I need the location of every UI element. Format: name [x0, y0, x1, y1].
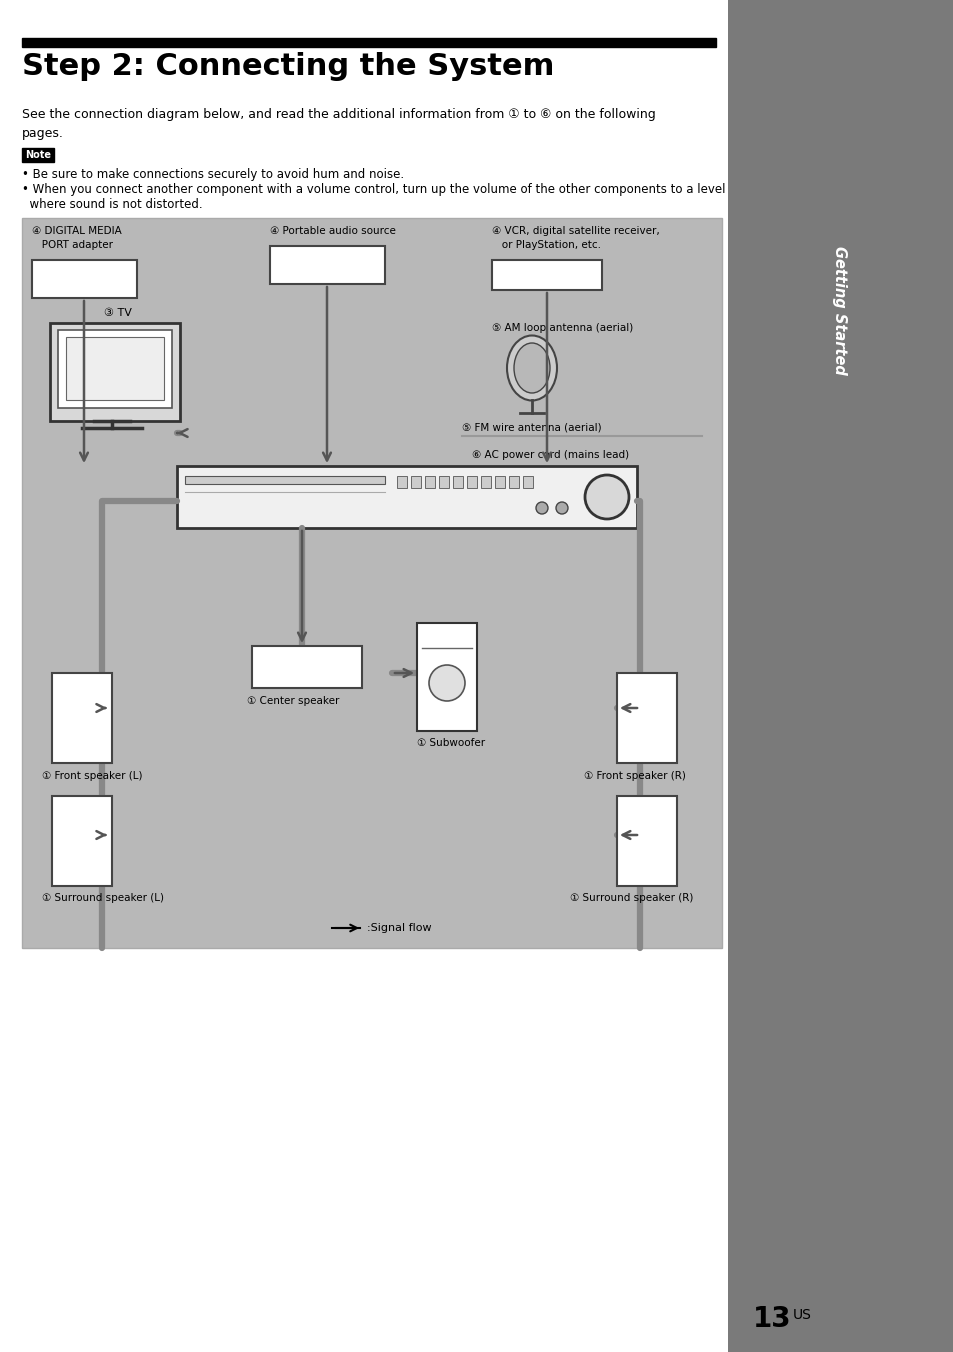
Text: pages.: pages. — [22, 127, 64, 141]
Bar — [32, 260, 137, 297]
Bar — [185, 476, 385, 484]
Bar — [467, 476, 476, 488]
Text: ① Surround speaker (L): ① Surround speaker (L) — [42, 894, 164, 903]
Bar — [617, 673, 677, 763]
Bar — [492, 260, 601, 289]
Bar — [22, 218, 721, 948]
Bar — [396, 476, 407, 488]
Text: ⑤ FM wire antenna (aerial): ⑤ FM wire antenna (aerial) — [461, 423, 601, 433]
Text: ① Front speaker (R): ① Front speaker (R) — [583, 771, 685, 781]
Circle shape — [556, 502, 567, 514]
Text: Note: Note — [25, 150, 51, 160]
Bar — [509, 476, 518, 488]
Bar — [617, 796, 677, 886]
Text: Getting Started: Getting Started — [832, 246, 846, 375]
Circle shape — [429, 665, 464, 700]
Text: • Be sure to make connections securely to avoid hum and noise.: • Be sure to make connections securely t… — [22, 168, 404, 181]
Circle shape — [584, 475, 628, 519]
Text: US: US — [792, 1307, 811, 1322]
Bar — [453, 476, 462, 488]
Text: ① Surround speaker (R): ① Surround speaker (R) — [569, 894, 693, 903]
Bar — [22, 147, 54, 162]
Text: ④ DIGITAL MEDIA: ④ DIGITAL MEDIA — [32, 226, 122, 237]
Text: See the connection diagram below, and read the additional information from ① to : See the connection diagram below, and re… — [22, 108, 655, 120]
Text: ④ Portable audio source: ④ Portable audio source — [270, 226, 395, 237]
Bar — [252, 646, 361, 688]
Bar — [50, 323, 180, 420]
Bar — [438, 476, 449, 488]
Bar — [52, 796, 112, 886]
Text: :Signal flow: :Signal flow — [367, 923, 431, 933]
Ellipse shape — [506, 335, 557, 400]
Ellipse shape — [514, 343, 550, 393]
Text: ① Center speaker: ① Center speaker — [247, 696, 339, 706]
Text: ① Front speaker (L): ① Front speaker (L) — [42, 771, 142, 781]
Text: or PlayStation, etc.: or PlayStation, etc. — [492, 241, 600, 250]
Bar — [58, 330, 172, 408]
Circle shape — [536, 502, 547, 514]
Bar — [495, 476, 504, 488]
Bar — [522, 476, 533, 488]
Text: PORT adapter: PORT adapter — [32, 241, 112, 250]
Text: • When you connect another component with a volume control, turn up the volume o: • When you connect another component wit… — [22, 183, 724, 196]
Bar — [177, 466, 637, 529]
Bar — [424, 476, 435, 488]
Text: ① Subwoofer: ① Subwoofer — [416, 738, 485, 748]
Text: Step 2: Connecting the System: Step 2: Connecting the System — [22, 51, 554, 81]
Bar — [66, 337, 164, 400]
Bar — [480, 476, 491, 488]
Text: ③ TV: ③ TV — [104, 308, 132, 318]
Text: 13: 13 — [752, 1305, 791, 1333]
Bar — [52, 673, 112, 763]
Text: ④ VCR, digital satellite receiver,: ④ VCR, digital satellite receiver, — [492, 226, 659, 237]
Text: where sound is not distorted.: where sound is not distorted. — [22, 197, 202, 211]
Text: ⑤ AM loop antenna (aerial): ⑤ AM loop antenna (aerial) — [492, 323, 633, 333]
Bar — [727, 0, 953, 1352]
Bar — [270, 246, 385, 284]
Text: ⑥ AC power cord (mains lead): ⑥ AC power cord (mains lead) — [472, 450, 628, 460]
Bar — [411, 476, 420, 488]
Bar — [22, 38, 716, 47]
Bar — [416, 623, 476, 731]
